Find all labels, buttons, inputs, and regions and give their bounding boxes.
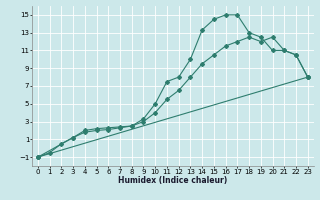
X-axis label: Humidex (Indice chaleur): Humidex (Indice chaleur) [118, 176, 228, 185]
